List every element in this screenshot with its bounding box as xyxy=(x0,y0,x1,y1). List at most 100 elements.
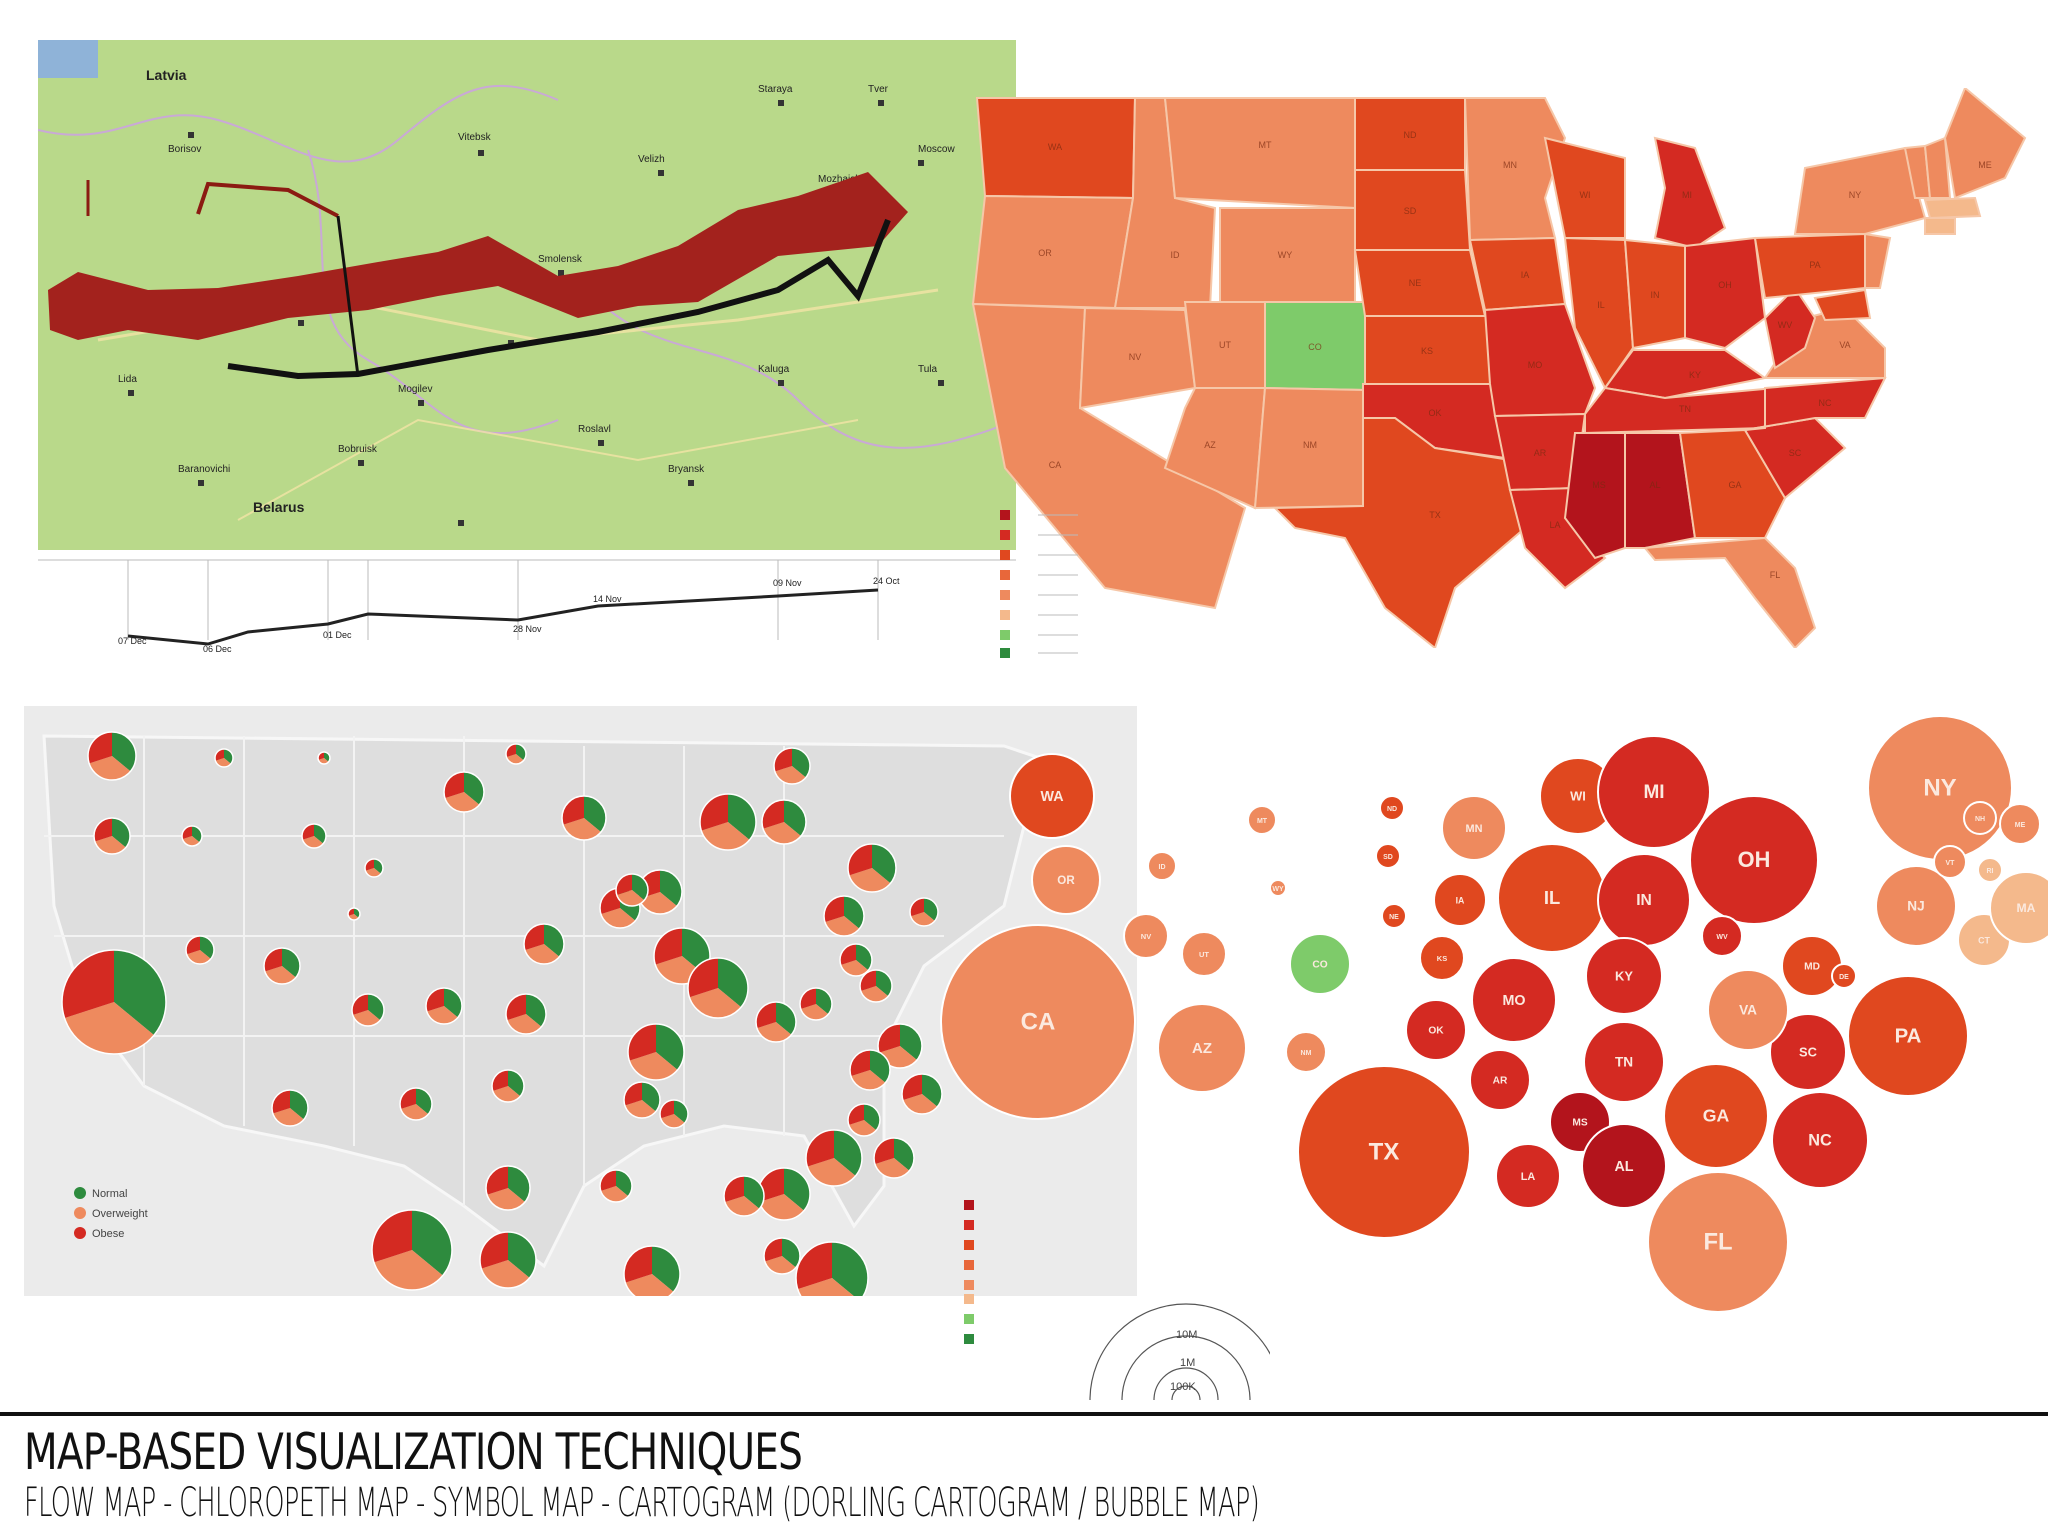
cartogram-bubble-label: KS xyxy=(1437,954,1447,963)
cartogram-bubble-label: UT xyxy=(1199,950,1209,959)
cartogram-bubble-ut xyxy=(1181,931,1227,977)
svg-text:Kaluga: Kaluga xyxy=(758,364,790,375)
state-GA xyxy=(1678,428,1787,539)
symbol-pie-slice xyxy=(302,836,324,848)
symbol-pie-slice xyxy=(834,1130,862,1176)
symbol-pie-outline xyxy=(479,1231,537,1289)
symbol-pie-slice xyxy=(600,908,636,929)
symbol-pie-slice xyxy=(660,1114,685,1128)
symbol-pie-slice xyxy=(795,1242,832,1290)
symbol-pie-outline xyxy=(773,747,811,785)
symbol-pie-outline xyxy=(615,873,649,907)
cartogram-bubble-vt xyxy=(1933,845,1967,879)
symbol-pie-slice xyxy=(639,892,677,914)
symbol-pie-outline xyxy=(847,1103,881,1137)
symbol-map-legend: Normal Overweight Obese xyxy=(74,1187,148,1240)
svg-text:WA: WA xyxy=(1048,142,1062,152)
cartogram-bubble-nv xyxy=(1123,913,1169,959)
cartogram-bubble-label: OH xyxy=(1738,847,1771,872)
choropleth-legend-swatches xyxy=(1000,510,1010,658)
symbol-pie-slice xyxy=(844,896,864,929)
cartogram-bubble-label: MO xyxy=(1502,993,1525,1009)
svg-text:FL: FL xyxy=(1770,570,1781,580)
symbol-pie-slice xyxy=(660,1100,674,1119)
cartogram-bubble-label: TX xyxy=(1369,1138,1400,1165)
svg-text:KS: KS xyxy=(1421,346,1433,356)
symbol-pie-outline xyxy=(181,825,203,847)
svg-text:Mogilev: Mogilev xyxy=(398,384,432,395)
symbol-pie-outline xyxy=(805,1129,863,1187)
svg-text:AZ: AZ xyxy=(1204,440,1216,450)
cartogram-bubble-az xyxy=(1157,1003,1247,1093)
symbol-pie-slice xyxy=(272,1090,290,1114)
symbol-pie-slice xyxy=(563,818,601,840)
symbol-pie xyxy=(873,1137,915,1179)
symbol-pie-slice xyxy=(624,1100,656,1118)
cartogram-bubble-co xyxy=(1289,933,1351,995)
svg-text:Mozhaisk: Mozhaisk xyxy=(818,174,861,185)
symbol-pie xyxy=(93,817,131,855)
symbol-pie-slice xyxy=(902,1074,922,1101)
symbol-pie xyxy=(805,1129,863,1187)
symbol-pie xyxy=(317,751,331,765)
cartogram-bubble-ma xyxy=(1989,871,2048,945)
symbol-pie xyxy=(847,843,897,893)
cartogram-bubble-label: MS xyxy=(1572,1118,1587,1129)
symbol-pie-slice xyxy=(774,748,792,772)
flow-map-label-latvia: Latvia xyxy=(146,67,187,83)
choropleth-states xyxy=(971,88,2027,648)
flow-map-border xyxy=(38,85,559,163)
symbol-pie-slice xyxy=(412,1210,453,1276)
cartogram-bubble-label: DE xyxy=(1839,974,1849,981)
cartogram-bubble-ok xyxy=(1405,999,1467,1061)
svg-text:Vitebsk: Vitebsk xyxy=(458,132,492,143)
symbol-pie-slice xyxy=(902,1094,938,1114)
symbol-pie-outline xyxy=(623,1081,661,1119)
symbol-pie-slice xyxy=(481,1260,530,1288)
svg-text:Tula: Tula xyxy=(918,364,938,375)
symbol-pie-slice xyxy=(687,958,718,998)
cartogram-bubble-label: ID xyxy=(1159,864,1166,871)
svg-text:TX: TX xyxy=(1429,510,1441,520)
svg-text:WY: WY xyxy=(1278,250,1293,260)
cartogram-bubble-label: ND xyxy=(1387,806,1397,813)
symbol-pie-outline xyxy=(901,1073,943,1115)
symbol-pie xyxy=(505,743,527,765)
symbol-pie-slice xyxy=(444,988,462,1018)
temp-date: 24 Oct xyxy=(873,576,900,586)
cartogram-bubble-label: OR xyxy=(1057,874,1075,887)
symbol-pie-slice xyxy=(874,1138,894,1165)
symbol-pie-slice xyxy=(807,1158,856,1186)
symbol-pie xyxy=(623,1081,661,1119)
flow-map-road xyxy=(237,418,859,521)
symbol-pie-slice xyxy=(112,818,130,848)
svg-text:MT: MT xyxy=(1259,140,1272,150)
symbol-pie-slice xyxy=(922,1074,942,1107)
choropleth-legend-ticks xyxy=(1038,514,1078,654)
symbol-pie xyxy=(185,935,215,965)
cartogram-bubble-mo xyxy=(1471,957,1557,1043)
symbol-pie xyxy=(699,793,757,851)
flow-map-temp-dates: 24 Oct 09 Nov 14 Nov 28 Nov 01 Dec 06 De… xyxy=(118,576,900,654)
symbol-pie xyxy=(214,748,234,768)
symbol-pie-outline xyxy=(659,1099,689,1129)
svg-text:UT: UT xyxy=(1219,340,1231,350)
size-legend-swatches xyxy=(964,1294,974,1344)
symbol-pie-slice xyxy=(629,1052,678,1080)
svg-text:AL: AL xyxy=(1649,480,1660,490)
cartogram-bubble-mt xyxy=(1247,805,1277,835)
symbol-pie-slice xyxy=(840,960,869,976)
symbol-pie xyxy=(425,987,463,1025)
symbol-pie-slice xyxy=(728,794,756,840)
symbol-pie-slice xyxy=(782,1238,801,1268)
symbol-pie-outline xyxy=(627,1023,685,1081)
symbol-pie xyxy=(627,1023,685,1081)
symbol-pie-slice xyxy=(365,859,374,871)
svg-text:IN: IN xyxy=(1651,290,1660,300)
svg-text:SD: SD xyxy=(1404,206,1417,216)
symbol-pie-slice xyxy=(444,792,480,812)
symbol-pie-outline xyxy=(301,823,327,849)
svg-text:GA: GA xyxy=(1728,480,1741,490)
symbol-pie xyxy=(799,987,833,1021)
flow-map-water xyxy=(38,40,98,78)
